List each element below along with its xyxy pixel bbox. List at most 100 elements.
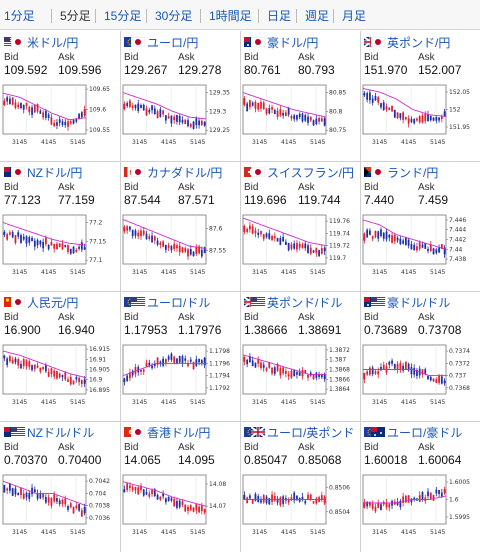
ask-label: Ask [418,442,435,453]
candle-body [148,493,151,497]
candle-body [265,233,268,238]
candle-body [284,371,287,374]
candle-body [181,501,184,505]
x-tick-label: 3145 [12,269,27,276]
y-tick-label: 151.95 [449,124,470,131]
candle-body [140,369,142,372]
bid-label: Bid [124,312,139,323]
y-tick-label: 0.7372 [449,360,470,367]
pair-title-link[interactable]: 英ポンド/円 [364,34,478,50]
price-chart[interactable]: 7.446 7.444 7.442 7.44 7.438 3145 4145 5145 [362,213,478,277]
price-chart[interactable]: 1.6005 1.6 1.5995 3145 4145 5145 [362,473,478,537]
candle-body [254,102,257,109]
candle-body [312,120,315,126]
price-chart[interactable]: 1.3872 1.387 1.3868 1.3866 1.3864 3145 4145 514… [242,343,358,407]
pair-title-link[interactable]: 豪ドル/ドル [364,294,478,310]
candle-body [318,250,320,257]
pair-title-link[interactable]: スイスフラン/円 [244,164,358,180]
candle-body [371,503,374,509]
price-chart[interactable]: 152.05 152 151.95 3145 4145 5145 [362,83,478,147]
bid-price: 119.696 [244,193,287,207]
price-chart[interactable]: 87.6 87.55 3145 4145 5145 [122,213,238,277]
y-tick-label: 0.7036 [89,515,110,522]
candle-body [145,108,148,116]
pair-title-link[interactable]: NZドル/ドル [4,424,118,440]
price-chart[interactable]: 109.65 109.6 109.55 3145 4145 5145 [2,83,118,147]
candle-body [320,495,323,500]
ask-price: 16.940 [58,323,95,337]
candle-body [243,356,246,362]
pair-title-link[interactable]: 豪ドル/円 [244,34,358,50]
candle-body [282,112,285,116]
bid-label: Bid [244,52,259,63]
pair-title-link[interactable]: NZドル/円 [4,164,118,180]
ask-label: Ask [298,52,315,63]
pair-title-link[interactable]: 香港ドル/円 [124,424,238,440]
x-tick-label: 4145 [281,269,296,276]
candle-body [203,121,206,126]
tab-1min[interactable]: 1分足 [4,9,35,23]
candle-body [47,372,50,377]
uk-flag-icon [251,427,265,437]
candle-body [268,361,271,368]
candle-body [33,240,36,247]
y-tick-label: 152.05 [449,89,470,96]
candle-body [421,115,424,123]
us-flag-icon [371,297,385,307]
tab-30min[interactable]: 30分足 [155,9,193,23]
candle-body [56,498,58,502]
candle-body [78,377,80,383]
pair-title-link[interactable]: カナダドル/円 [124,164,238,180]
candle-body [198,358,200,363]
candle-body [137,487,140,495]
price-chart[interactable]: 80.85 80.8 80.75 3145 4145 5145 [242,83,358,147]
price-chart[interactable]: 0.7042 0.704 0.7038 0.7036 3145 4145 5145 [2,473,118,537]
pair-title-link[interactable]: ユーロ/豪ドル [364,424,478,440]
candle-body [25,103,28,107]
tab-1hour[interactable]: 1時間足 [209,9,252,23]
grid-divider [0,421,480,422]
moving-average-line [2,350,87,379]
price-chart[interactable]: 0.8506 0.8504 3145 4145 5145 [242,473,358,537]
price-chart[interactable]: 77.2 77.15 77.1 3145 4145 5145 [2,213,118,277]
pair-title-link[interactable]: 米ドル/円 [4,34,118,50]
price-chart[interactable]: 0.7374 0.7372 0.737 0.7368 3145 4145 5145 [362,343,478,407]
tab-monthly[interactable]: 月足 [342,9,367,23]
candle-body [396,363,399,370]
candle-body [416,369,418,376]
pair-title-link[interactable]: ユーロ/ドル [124,294,238,310]
ask-label: Ask [58,442,75,453]
candle-body [385,231,388,240]
x-tick-label: 5145 [190,399,205,406]
y-tick-label: 129.25 [209,127,230,134]
pair-title-link[interactable]: ユーロ/英ポンド [244,424,358,440]
tab-5min[interactable]: 5分足 [60,9,91,23]
price-chart[interactable]: 14.08 14.07 3145 4145 5145 [122,473,238,537]
price-chart[interactable]: 16.915 16.91 16.905 16.9 16.895 3145 4145 5145 [2,343,118,407]
y-tick-label: 1.6 [449,497,459,504]
x-tick-label: 5145 [190,269,205,276]
candle-body [78,504,80,511]
price-chart[interactable]: 129.35 129.3 129.25 3145 4145 5145 [122,83,238,147]
candle-body [69,248,72,254]
candle-body [184,119,187,125]
candle-body [366,501,369,507]
pair-name: NZドル/ドル [27,425,95,440]
candle-body [53,370,56,377]
pair-title-link[interactable]: ランド/円 [364,164,478,180]
candle-body [11,232,14,238]
price-chart[interactable]: 1.1798 1.1796 1.1794 1.1792 3145 4145 5145 [122,343,238,407]
tab-15min[interactable]: 15分足 [104,9,142,23]
price-chart[interactable]: 119.76 119.74 119.72 119.7 3145 4145 5145 [242,213,358,277]
moving-average-line [363,369,446,377]
candle-body [374,96,377,101]
pair-title-link[interactable]: ユーロ/円 [124,34,238,50]
pair-title-link[interactable]: 人民元/円 [4,294,118,310]
pair-title-link[interactable]: 英ポンド/ドル [244,294,358,310]
tab-weekly[interactable]: 週足 [305,9,330,23]
tab-daily[interactable]: 日足 [267,9,292,23]
x-tick-label: 4145 [41,139,56,146]
candle-body [251,226,254,234]
plot-frame [362,84,447,135]
candle-body [200,505,203,512]
